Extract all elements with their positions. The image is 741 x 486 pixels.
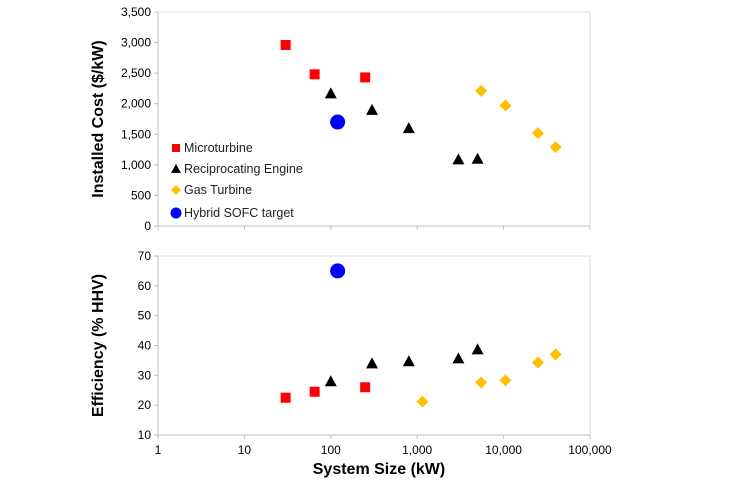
data-point-microturbine — [309, 386, 320, 397]
legend-label-microturbine: Microturbine — [184, 141, 253, 155]
data-point-reciprocating-engine — [366, 357, 379, 369]
legend-background — [166, 137, 318, 224]
data-point-gas-turbine — [531, 127, 544, 140]
y-tick-label: 40 — [138, 339, 152, 353]
legend-item-hybrid-sofc-target: Hybrid SOFC target — [170, 206, 294, 220]
series-gas-turbine — [475, 84, 562, 154]
series-reciprocating-engine — [324, 87, 484, 165]
legend-item-gas-turbine: Gas Turbine — [171, 183, 252, 197]
data-point-microturbine — [309, 69, 320, 80]
y-axis-title: Efficiency (% HHV) — [90, 274, 107, 417]
legend: Microturbine Reciprocating Engine Gas Turb… — [166, 137, 318, 224]
y-tick-label: 50 — [138, 309, 152, 323]
data-point-hybrid-sofc-target — [330, 114, 346, 130]
plot-area-frame — [157, 255, 591, 436]
legend-item-reciprocating-engine: Reciprocating Engine — [171, 162, 303, 176]
data-point-reciprocating-engine — [471, 343, 484, 355]
y-tick-label: 0 — [144, 219, 151, 233]
data-point-hybrid-sofc-target — [330, 263, 346, 279]
data-point-reciprocating-engine — [324, 375, 337, 387]
cost-chart: 0 500 1,000 1,500 2,000 2,500 3,000 3,500 Instal… — [90, 5, 591, 233]
x-tick-label: 100 — [321, 443, 341, 457]
data-point-gas-turbine — [475, 84, 488, 97]
y-tick-label: 500 — [131, 188, 151, 202]
data-point-microturbine — [280, 40, 291, 51]
legend-item-microturbine: Microturbine — [172, 141, 253, 155]
data-point-gas-turbine — [499, 374, 512, 387]
data-point-gas-turbine — [499, 99, 512, 112]
legend-marker-gas-turbine — [171, 185, 181, 195]
y-axis-title: Installed Cost ($/kW) — [90, 40, 107, 197]
data-point-gas-turbine — [549, 348, 562, 361]
series-microturbine — [280, 40, 371, 83]
y-tick-label: 30 — [138, 368, 152, 382]
legend-marker-microturbine — [172, 144, 180, 152]
y-tick-label: 10 — [138, 428, 152, 442]
data-point-reciprocating-engine — [324, 87, 337, 99]
data-point-microturbine — [360, 382, 371, 393]
legend-label-reciprocating-engine: Reciprocating Engine — [184, 162, 303, 176]
y-tick-label: 70 — [138, 249, 152, 263]
legend-marker-reciprocating-engine — [171, 164, 181, 173]
y-tick-label: 60 — [138, 279, 152, 293]
data-point-reciprocating-engine — [366, 103, 379, 115]
series-gas-turbine — [416, 348, 562, 408]
x-tick-label: 1,000 — [402, 443, 432, 457]
data-point-reciprocating-engine — [452, 352, 465, 364]
data-point-reciprocating-engine — [402, 355, 415, 367]
y-tick-label: 3,500 — [121, 5, 151, 19]
y-tick-label: 1,000 — [121, 158, 151, 172]
legend-label-gas-turbine: Gas Turbine — [184, 183, 252, 197]
x-tick-label: 1 — [155, 443, 162, 457]
x-axis-title: System Size (kW) — [313, 461, 445, 478]
data-point-microturbine — [280, 392, 291, 403]
x-tick-label: 10,000 — [485, 443, 522, 457]
data-point-microturbine — [360, 72, 371, 83]
x-tick-label: 10 — [238, 443, 252, 457]
series-reciprocating-engine — [324, 343, 484, 387]
series-microturbine — [280, 382, 371, 403]
data-point-gas-turbine — [549, 141, 562, 154]
x-tick-label: 100,000 — [568, 443, 612, 457]
y-tick-label: 3,000 — [121, 36, 151, 50]
y-tick-label: 2,000 — [121, 97, 151, 111]
y-tick-label: 20 — [138, 398, 152, 412]
data-point-reciprocating-engine — [471, 152, 484, 164]
series-hybrid-sofc-target — [330, 263, 346, 279]
data-point-gas-turbine — [475, 376, 488, 389]
data-point-gas-turbine — [416, 395, 429, 408]
y-tick-label: 1,500 — [121, 127, 151, 141]
series-hybrid-sofc-target — [330, 114, 346, 130]
data-point-reciprocating-engine — [402, 122, 415, 134]
data-point-reciprocating-engine — [452, 153, 465, 165]
legend-label-hybrid-sofc-target: Hybrid SOFC target — [184, 206, 294, 220]
legend-marker-hybrid-sofc-target — [170, 207, 182, 219]
data-point-gas-turbine — [531, 356, 544, 369]
y-tick-label: 2,500 — [121, 66, 151, 80]
